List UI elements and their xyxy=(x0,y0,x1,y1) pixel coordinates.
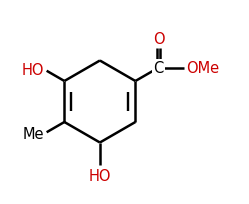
Text: C: C xyxy=(153,61,164,76)
Text: O: O xyxy=(153,32,164,47)
Text: HO: HO xyxy=(21,62,44,77)
Text: OMe: OMe xyxy=(186,61,219,76)
Text: HO: HO xyxy=(89,168,111,183)
Text: Me: Me xyxy=(22,127,44,142)
